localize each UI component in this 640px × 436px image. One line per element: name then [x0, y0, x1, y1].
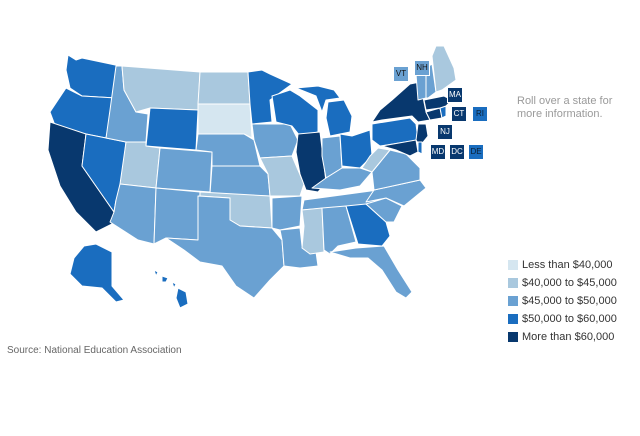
state-ak[interactable]: [69, 243, 125, 303]
rollover-hint: Roll over a state for more information.: [517, 95, 613, 120]
state-wy[interactable]: [145, 107, 199, 151]
legend-label: $40,000 to $45,000: [522, 277, 617, 289]
de-label: DE: [470, 147, 482, 156]
legend-label: Less than $40,000: [522, 259, 613, 271]
vt-box[interactable]: VT: [393, 66, 409, 82]
state-sd[interactable]: [197, 103, 253, 139]
legend-swatch: [508, 260, 518, 270]
state-md[interactable]: [381, 139, 419, 157]
md-label: MD: [431, 147, 445, 156]
state-nj[interactable]: [415, 123, 429, 147]
state-me[interactable]: [431, 45, 457, 93]
de-box[interactable]: DE: [468, 144, 484, 160]
nh-label: NH: [416, 63, 428, 72]
state-la[interactable]: [279, 227, 319, 269]
state-de[interactable]: [417, 141, 423, 155]
state-ms[interactable]: [301, 207, 325, 255]
state-vt[interactable]: [415, 71, 427, 101]
ct-box[interactable]: CT: [451, 106, 467, 122]
nh-box[interactable]: NH: [414, 60, 430, 76]
legend-swatch: [508, 314, 518, 324]
legend-label: $50,000 to $60,000: [522, 313, 617, 325]
state-nd[interactable]: [197, 71, 251, 105]
state-mt[interactable]: [121, 65, 201, 113]
legend-item-lt40: Less than $40,000: [508, 260, 617, 278]
ma-label: MA: [449, 90, 461, 99]
state-ma[interactable]: [423, 95, 453, 111]
legend-swatch: [508, 332, 518, 342]
ri-label: RI: [476, 109, 484, 118]
state-mi[interactable]: [295, 85, 353, 137]
legend-swatch: [508, 296, 518, 306]
state-il[interactable]: [295, 131, 327, 193]
legend-label: More than $60,000: [522, 331, 615, 343]
legend-item-40to45: $40,000 to $45,000: [508, 278, 617, 296]
dc-box[interactable]: DC: [449, 144, 465, 160]
state-ia[interactable]: [251, 123, 299, 159]
state-ar[interactable]: [271, 195, 303, 231]
state-ut[interactable]: [119, 141, 161, 189]
state-mn[interactable]: [247, 69, 293, 125]
ma-box[interactable]: MA: [447, 87, 463, 103]
legend: Less than $40,000 $40,000 to $45,000 $45…: [508, 260, 617, 350]
us-map: [47, 45, 457, 309]
state-mo[interactable]: [259, 155, 305, 197]
state-tx[interactable]: [165, 195, 285, 299]
state-ks[interactable]: [209, 165, 271, 197]
nj-label: NJ: [440, 127, 450, 136]
ct-label: CT: [453, 109, 465, 118]
legend-item-50to60: $50,000 to $60,000: [508, 314, 617, 332]
legend-label: $45,000 to $50,000: [522, 295, 617, 307]
legend-item-45to50: $45,000 to $50,000: [508, 296, 617, 314]
state-co[interactable]: [155, 147, 213, 193]
vt-label: VT: [395, 69, 407, 78]
state-hi[interactable]: [153, 269, 189, 309]
md-box[interactable]: MD: [430, 144, 446, 160]
state-fl[interactable]: [329, 245, 413, 299]
source-note: Source: National Education Association: [7, 345, 182, 356]
ri-box[interactable]: RI: [472, 106, 488, 122]
state-wv[interactable]: [361, 147, 391, 173]
nj-box[interactable]: NJ: [437, 124, 453, 140]
legend-swatch: [508, 278, 518, 288]
dc-label: DC: [451, 147, 463, 156]
state-nm[interactable]: [153, 187, 201, 245]
legend-item-gt60: More than $60,000: [508, 332, 617, 350]
